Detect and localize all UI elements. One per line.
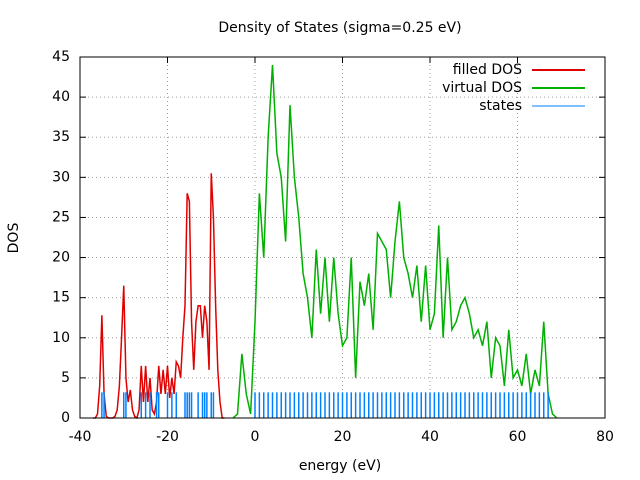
series-line	[232, 64, 558, 419]
y-tick-label: 40	[52, 89, 70, 105]
y-tick-label: 10	[52, 330, 70, 346]
x-axis-label: energy (eV)	[299, 458, 381, 474]
y-tick-label: 15	[52, 290, 70, 306]
x-tick-label: 20	[334, 429, 352, 445]
series-line	[93, 173, 225, 420]
x-tick-label: 60	[509, 429, 527, 445]
y-axis-label: DOS	[6, 223, 22, 254]
y-tick-label: 45	[52, 49, 70, 65]
x-tick-label: 80	[596, 429, 614, 445]
y-tick-label: 20	[52, 250, 70, 266]
y-tick-label: 30	[52, 169, 70, 185]
legend-label: filled DOS	[453, 62, 522, 78]
x-tick-label: 40	[421, 429, 439, 445]
legend-label: states	[479, 98, 522, 114]
y-tick-label: 35	[52, 129, 70, 145]
x-tick-label: -20	[156, 429, 179, 445]
y-tick-label: 25	[52, 209, 70, 225]
y-tick-label: 5	[61, 370, 70, 386]
x-tick-label: 0	[251, 429, 260, 445]
x-tick-label: -40	[69, 429, 92, 445]
y-tick-label: 0	[61, 410, 70, 426]
legend-label: virtual DOS	[442, 80, 522, 96]
plot-border	[79, 56, 606, 419]
chart-title: Density of States (sigma=0.25 eV)	[218, 20, 461, 36]
